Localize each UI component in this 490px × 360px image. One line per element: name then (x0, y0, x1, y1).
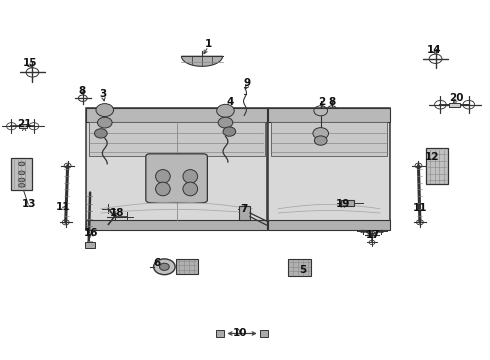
Polygon shape (181, 56, 222, 66)
Text: 3: 3 (99, 89, 107, 99)
Text: 17: 17 (366, 230, 380, 239)
Circle shape (313, 128, 329, 139)
Text: 8: 8 (328, 97, 336, 107)
Ellipse shape (18, 178, 25, 182)
Text: 8: 8 (79, 86, 86, 96)
Bar (269, 108, 390, 230)
Bar (175, 259, 197, 274)
Text: 20: 20 (449, 93, 464, 103)
Bar (11, 158, 32, 190)
Text: 4: 4 (227, 97, 234, 107)
Text: 14: 14 (427, 45, 442, 55)
Bar (269, 220, 390, 230)
Ellipse shape (18, 184, 25, 187)
Text: 11: 11 (413, 203, 427, 213)
FancyBboxPatch shape (146, 154, 207, 203)
Circle shape (315, 136, 327, 145)
Bar (426, 148, 448, 184)
Bar (288, 259, 312, 276)
Bar (260, 330, 269, 337)
Circle shape (98, 117, 112, 128)
Bar (341, 200, 354, 206)
Circle shape (154, 259, 175, 275)
Text: 21: 21 (17, 120, 31, 129)
Text: 16: 16 (84, 228, 98, 238)
Bar (89, 122, 265, 156)
Text: 18: 18 (110, 208, 124, 218)
Bar (269, 108, 390, 122)
Bar (86, 220, 267, 230)
Text: 9: 9 (244, 78, 251, 88)
Text: 1: 1 (205, 39, 212, 49)
Bar (449, 103, 460, 107)
Text: 12: 12 (424, 152, 439, 162)
Circle shape (96, 104, 114, 117)
Bar (19, 124, 27, 129)
Ellipse shape (156, 170, 170, 183)
Bar (239, 206, 250, 220)
Circle shape (95, 129, 107, 138)
Text: 10: 10 (233, 328, 247, 338)
Circle shape (159, 263, 169, 270)
Text: 11: 11 (56, 202, 71, 212)
Ellipse shape (156, 182, 170, 196)
Circle shape (217, 104, 234, 117)
Ellipse shape (18, 162, 25, 166)
Text: 7: 7 (240, 204, 248, 215)
Bar (85, 242, 95, 248)
Ellipse shape (18, 171, 25, 175)
Bar (86, 108, 267, 230)
Circle shape (223, 127, 236, 136)
Text: 2: 2 (318, 97, 326, 107)
Ellipse shape (183, 182, 197, 196)
Text: 13: 13 (22, 199, 36, 210)
Ellipse shape (183, 170, 197, 183)
Text: 6: 6 (153, 258, 161, 268)
Text: 19: 19 (336, 199, 350, 210)
Bar (216, 330, 224, 337)
Bar (271, 122, 387, 156)
Bar (86, 108, 267, 122)
Text: 5: 5 (299, 265, 306, 275)
Text: 15: 15 (23, 58, 37, 68)
Circle shape (218, 117, 233, 128)
